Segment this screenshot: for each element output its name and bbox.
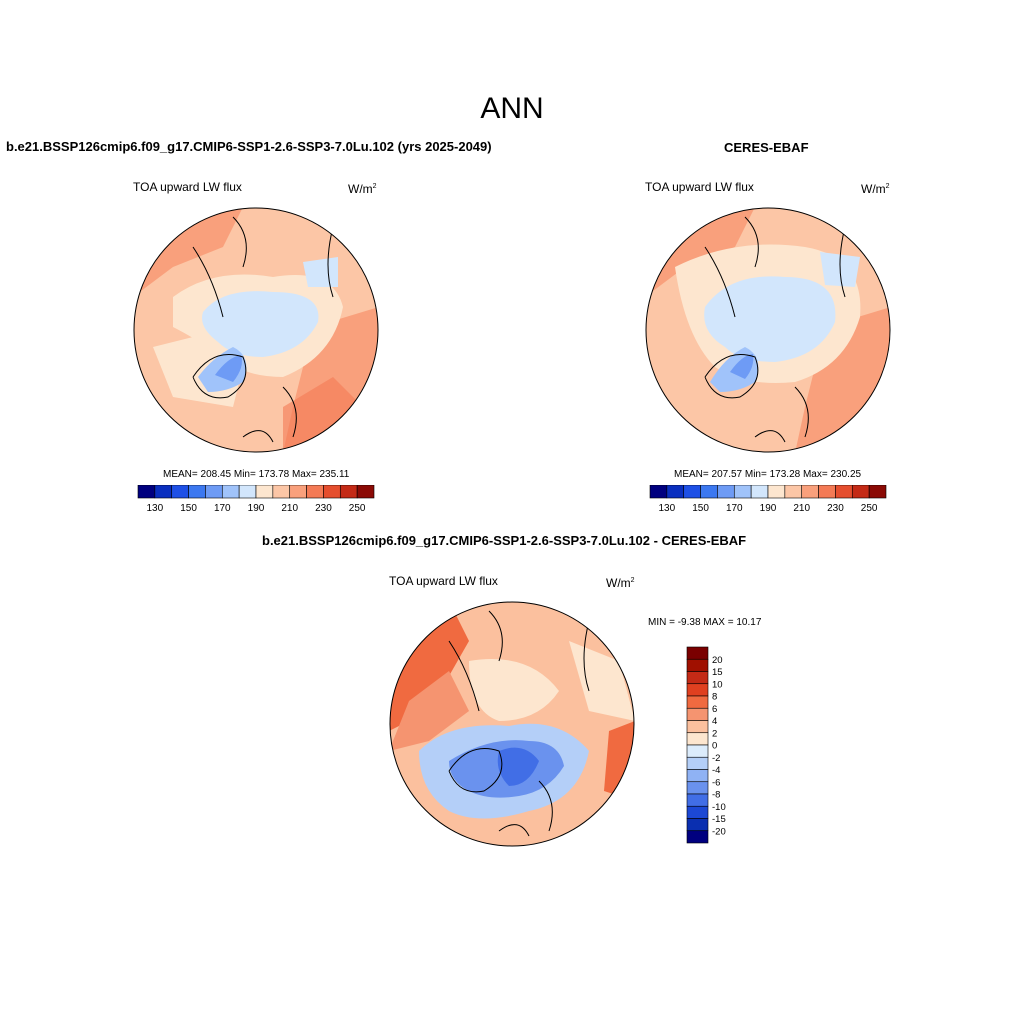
panel-2-colorbar-swatch (801, 485, 819, 499)
panel-2-colorbar-swatch (666, 485, 685, 499)
panel-3-colorbar-tick-label: -6 (712, 777, 720, 788)
panel-3-colorbar-swatch (686, 683, 709, 697)
panel-2-variable: TOA upward LW flux (645, 180, 754, 194)
panel-2-colorbar-tick-label: 230 (827, 503, 844, 514)
panel-3-units: W/m2 (606, 576, 635, 590)
panel-3-colorbar-tick-label: 8 (712, 692, 717, 703)
panel-3-colorbar-swatch (686, 830, 709, 844)
panel-2-colorbar-swatch (717, 485, 735, 499)
panel-1-colorbar-swatch (323, 485, 341, 499)
panel-1-colorbar-tick-label: 190 (248, 503, 265, 514)
panel-3-colorbar-tick-label: -15 (712, 814, 726, 825)
figure-title: ANN (480, 92, 544, 125)
panel-3-title: b.e21.BSSP126cmip6.f09_g17.CMIP6-SSP1-2.… (262, 533, 747, 548)
panel-1-units: W/m2 (348, 182, 377, 196)
panel-1-colorbar-tick-label: 150 (180, 503, 197, 514)
panel-1-colorbar-swatch (171, 485, 189, 499)
panel-2-colorbar-tick-label: 150 (692, 503, 709, 514)
panel-3-colorbar-tick-label: 15 (712, 667, 723, 678)
panel-3-colorbar-tick-label: 10 (712, 679, 723, 690)
panel-3-colorbar-tick-label: -8 (712, 790, 720, 801)
panel-3-variable: TOA upward LW flux (389, 574, 498, 588)
panel-2-colorbar-swatch (750, 485, 769, 499)
panel-2-colorbar: 130150170190210230250270 (649, 485, 887, 514)
panel-3-colorbar-tick-label: 0 (712, 741, 717, 752)
panel-2-units: W/m2 (861, 182, 890, 196)
panel-3-colorbar-swatch (686, 793, 709, 807)
panel-2-colorbar-swatch (868, 485, 887, 499)
panel-1-colorbar-swatch (188, 485, 206, 499)
panel-2-stats: MEAN= 207.57 Min= 173.28 Max= 230.25 (674, 469, 862, 480)
panel-3-colorbar-swatch (686, 744, 709, 758)
panel-1-colorbar-swatch (205, 485, 223, 499)
panel-2-colorbar-tick-label: 130 (659, 503, 676, 514)
panel-2-colorbar-tick-label: 190 (760, 503, 777, 514)
panel-1-colorbar-tick-label: 130 (147, 503, 164, 514)
panel-1-colorbar-tick-label: 230 (315, 503, 332, 514)
panel-1-colorbar-swatch (221, 485, 240, 499)
panel-2-colorbar-swatch (733, 485, 752, 499)
panel-2-colorbar-swatch (649, 485, 668, 499)
panel-3-colorbar-tick-label: -20 (712, 826, 726, 837)
panel-1-colorbar-swatch (356, 485, 375, 499)
panel-3-colorbar-swatch (686, 756, 709, 770)
panel-1-colorbar-swatch (339, 485, 358, 499)
panel-2-colorbar-tick-label: 250 (861, 503, 878, 514)
panel-1-colorbar-tick-label: 250 (349, 503, 366, 514)
panel-2-colorbar-swatch (851, 485, 870, 499)
panel-3-colorbar-tick-label: -10 (712, 802, 726, 813)
panel-3-minmax: MIN = -9.38 MAX = 10.17 (648, 617, 762, 628)
panel-3-colorbar-tick-label: -4 (712, 765, 720, 776)
panel-3-colorbar-swatch (686, 671, 709, 685)
panel-2-polar-map (645, 207, 891, 453)
panel-1-stats: MEAN= 208.45 Min= 173.78 Max= 235.11 (163, 469, 350, 480)
panel-3-colorbar-swatch (686, 769, 709, 783)
panel-2-colorbar-swatch (835, 485, 853, 499)
panel-3-colorbar-swatch (686, 658, 709, 672)
panel-2-colorbar-tick-label: 210 (793, 503, 810, 514)
panel-1-colorbar-swatch (272, 485, 291, 499)
panel-3-colorbar-swatch (686, 781, 709, 795)
panel-1-title: b.e21.BSSP126cmip6.f09_g17.CMIP6-SSP1-2.… (6, 139, 492, 154)
panel-3-colorbar-swatch (686, 805, 709, 819)
panel-2-colorbar-swatch (818, 485, 836, 499)
panel-1-colorbar-swatch (306, 485, 324, 499)
panel-1-variable: TOA upward LW flux (133, 180, 242, 194)
panel-1-polar-map (133, 207, 379, 453)
panel-1-colorbar-swatch (137, 485, 156, 499)
panel-3-colorbar-tick-label: 20 (712, 655, 723, 666)
panel-3-colorbar-swatch (686, 646, 709, 660)
panel-1-colorbar-tick-label: 170 (214, 503, 231, 514)
panel-2-colorbar-swatch (700, 485, 718, 499)
panel-3-colorbar-tick-label: 2 (712, 728, 717, 739)
panel-3-colorbar-swatch (686, 695, 709, 709)
panel-1-colorbar-swatch (289, 485, 307, 499)
panel-1-colorbar-tick-label: 210 (281, 503, 298, 514)
panel-1-colorbar-swatch (238, 485, 257, 499)
panel-3-colorbar-tick-label: 4 (712, 716, 717, 727)
panel-3-colorbar-tick-label: 6 (712, 704, 717, 715)
panel-3-colorbar-swatch (686, 732, 709, 746)
panel-1-colorbar-swatch (255, 485, 274, 499)
panel-1-colorbar-swatch (154, 485, 173, 499)
panel-1-colorbar: 130150170190210230250270 (137, 485, 375, 514)
panel-2-title: CERES-EBAF (724, 140, 809, 155)
panel-2-colorbar-swatch (767, 485, 786, 499)
panel-3-colorbar-swatch (686, 720, 709, 734)
panel-2-colorbar-swatch (683, 485, 701, 499)
panel-3-colorbar-swatch (686, 818, 709, 832)
panel-2-colorbar-swatch (784, 485, 803, 499)
panel-3-colorbar-tick-label: -2 (712, 753, 720, 764)
panel-3-polar-map (389, 601, 635, 847)
panel-2-colorbar-tick-label: 170 (726, 503, 743, 514)
panel-3-colorbar-swatch (686, 707, 709, 721)
